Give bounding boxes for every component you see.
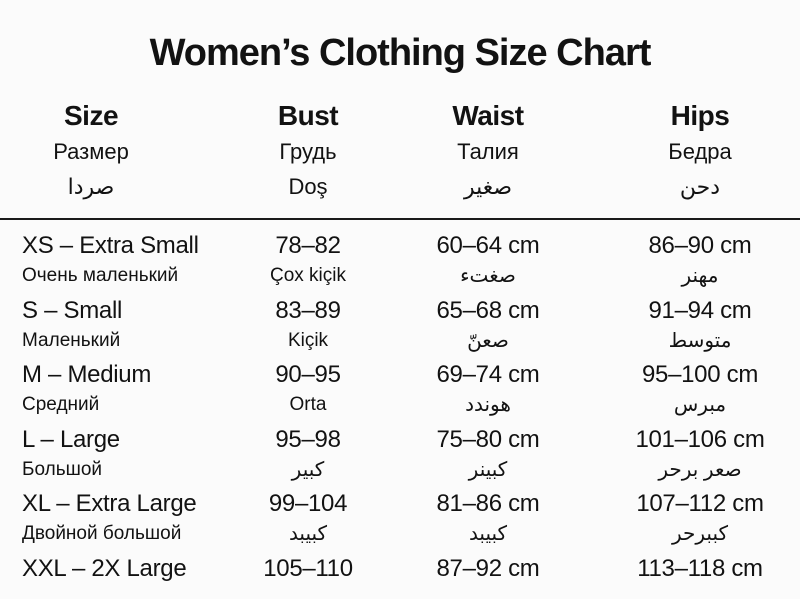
table-row-xl: XL – Extra Large Двойной большой 99–104 … (0, 487, 800, 552)
hips-value: 101–106 cm (635, 425, 765, 453)
bust-translation: كبير (291, 458, 325, 481)
hips-translation: صعر برحر (658, 458, 742, 481)
column-header-hips: Hips Бедра دحن (600, 97, 800, 205)
size-translation: Средний (22, 394, 100, 415)
size-translation: Маленький (22, 329, 121, 351)
column-header-bust: Bust Грудь Doş (240, 97, 376, 205)
header-divider-line (0, 218, 800, 220)
waist-cell: 65–68 cm صعنّ (376, 294, 600, 359)
size-cell: XL – Extra Large Двойной большой (0, 487, 240, 552)
table-row-l: L – Large Большой 95–98 كبير 75–80 cm كب… (0, 423, 800, 488)
size-label: L – Large (22, 425, 120, 453)
waist-value: 87–92 cm (436, 554, 540, 582)
header-waist-en: Waist (452, 100, 524, 131)
header-hips-third: دحن (679, 174, 721, 199)
hips-cell: 95–100 cm مبرس (600, 358, 800, 423)
size-label: S – Small (22, 296, 123, 324)
waist-value: 81–86 cm (436, 490, 540, 517)
waist-value: 69–74 cm (436, 361, 540, 388)
header-waist-third: صغير (463, 174, 513, 199)
header-waist-ru: Талия (457, 139, 519, 164)
bust-value: 83–89 (275, 296, 341, 324)
size-label: XL – Extra Large (22, 490, 197, 517)
bust-value: 90–95 (275, 361, 341, 388)
header-size-ru: Размер (53, 139, 129, 164)
table-row-xxl: XXL – 2X Large 105–110 87–92 cm 113–118 … (0, 552, 800, 599)
hips-translation: متوسط (668, 329, 732, 352)
bust-cell: 90–95 Orta (240, 358, 376, 423)
waist-value: 65–68 cm (436, 296, 540, 324)
waist-translation: هوندد (465, 394, 511, 416)
bust-translation: كبيبد (288, 523, 328, 545)
header-bust-en: Bust (277, 100, 339, 131)
hips-cell: 113–118 cm (600, 552, 800, 599)
column-header-waist: Waist Талия صغير (376, 97, 600, 205)
table-row-m: M – Medium Средний 90–95 Orta 69–74 cm ه… (0, 358, 800, 423)
hips-translation: كببرحر (671, 523, 729, 545)
table-header-row: Size Размер صردا Bust Грудь Doş Waist Та… (0, 97, 800, 205)
hips-translation: مبرس (673, 394, 727, 416)
bust-cell: 95–98 كبير (240, 423, 376, 488)
size-label: XS – Extra Small (22, 232, 199, 259)
header-bust-third: Doş (288, 174, 328, 199)
waist-translation: كبيبد (468, 523, 508, 545)
hips-cell: 91–94 cm متوسط (600, 294, 800, 359)
size-label: XXL – 2X Large (22, 554, 187, 582)
size-chart-page: Women’s Clothing Size Chart Size Размер … (0, 31, 800, 599)
hips-value: 86–90 cm (648, 232, 752, 259)
size-cell: L – Large Большой (0, 423, 240, 488)
bust-translation: Çox kiçik (269, 265, 346, 286)
waist-translation: كبينر (468, 458, 508, 481)
hips-cell: 86–90 cm مهنر (600, 229, 800, 294)
waist-cell: 75–80 cm كبينر (376, 423, 600, 488)
header-bust-ru: Грудь (279, 139, 337, 164)
hips-cell: 101–106 cm صعر برحر (600, 423, 800, 488)
hips-value: 95–100 cm (641, 361, 759, 388)
column-header-size: Size Размер صردا (0, 97, 240, 205)
bust-cell: 99–104 كبيبد (240, 487, 376, 552)
table-row-s: S – Small Маленький 83–89 Kiçik 65–68 cm… (0, 294, 800, 359)
hips-cell: 107–112 cm كببرحر (600, 487, 800, 552)
waist-cell: 81–86 cm كبيبد (376, 487, 600, 552)
size-translation: Двойной большой (22, 523, 182, 544)
bust-value: 99–104 (268, 490, 348, 517)
hips-value: 91–94 cm (648, 296, 752, 324)
bust-value: 95–98 (275, 425, 341, 453)
hips-translation: مهنر (681, 265, 719, 287)
bust-translation: Kiçik (287, 329, 329, 351)
size-label: M – Medium (22, 361, 152, 388)
waist-cell: 87–92 cm (376, 552, 600, 599)
table-body: XS – Extra Small Очень маленький 78–82 Ç… (0, 229, 800, 599)
bust-value: 78–82 (275, 232, 341, 259)
size-cell: XS – Extra Small Очень маленький (0, 229, 240, 294)
waist-cell: 69–74 cm هوندد (376, 358, 600, 423)
header-size-third: صردا (67, 174, 115, 199)
hips-value: 107–112 cm (636, 490, 764, 517)
size-cell: XXL – 2X Large (0, 552, 240, 599)
page-title: Women’s Clothing Size Chart (149, 32, 652, 74)
size-cell: M – Medium Средний (0, 358, 240, 423)
size-cell: S – Small Маленький (0, 294, 240, 359)
waist-translation: صغتء (460, 265, 516, 287)
bust-translation: Orta (289, 394, 327, 415)
waist-translation: صعنّ (467, 329, 509, 352)
header-hips-ru: Бедра (668, 139, 732, 164)
header-size-en: Size (63, 100, 119, 131)
size-translation: Очень маленький (22, 265, 179, 286)
bust-cell: 78–82 Çox kiçik (240, 229, 376, 294)
bust-value: 105–110 (263, 554, 353, 582)
waist-cell: 60–64 cm صغتء (376, 229, 600, 294)
bust-cell: 105–110 (240, 552, 376, 599)
waist-value: 75–80 cm (436, 425, 540, 453)
waist-value: 60–64 cm (436, 232, 540, 259)
size-translation: Большой (22, 458, 103, 480)
bust-cell: 83–89 Kiçik (240, 294, 376, 359)
hips-value: 113–118 cm (637, 554, 763, 582)
table-row-xs: XS – Extra Small Очень маленький 78–82 Ç… (0, 229, 800, 294)
header-hips-en: Hips (670, 100, 730, 131)
